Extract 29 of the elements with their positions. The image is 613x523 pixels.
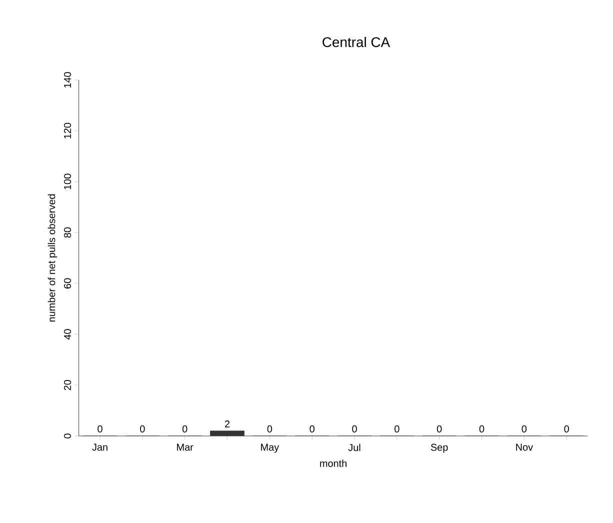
y-tick-label: 60 (64, 278, 72, 288)
x-tick-label: Jan (92, 444, 108, 451)
x-tick-label: Mar (177, 444, 194, 451)
data-label: 0 (394, 425, 400, 432)
data-label: 0 (352, 425, 357, 432)
x-tick-label: Sep (430, 444, 448, 453)
x-tick-label: Nov (516, 444, 533, 451)
chart-title: Central CA (322, 36, 390, 48)
data-label: 0 (98, 425, 102, 432)
data-label: 0 (564, 425, 569, 432)
y-tick-label: 100 (64, 174, 72, 190)
data-label: 0 (522, 425, 527, 432)
y-tick-label: 140 (64, 72, 72, 88)
data-label: 0 (267, 425, 272, 432)
data-label: 0 (310, 425, 314, 432)
y-axis-title: number of net pulls observed (48, 194, 58, 322)
x-axis-title: month (320, 460, 346, 467)
y-tick-label: 120 (64, 122, 72, 138)
data-label: 2 (224, 420, 230, 428)
data-label: 0 (140, 425, 145, 432)
y-tick-label: 0 (64, 434, 72, 438)
y-tick-label: 20 (64, 380, 72, 390)
x-tick-label: Jul (348, 444, 360, 452)
y-tick-label: 40 (64, 329, 72, 340)
data-label: 0 (182, 425, 188, 432)
x-tick-label: May (261, 444, 280, 453)
y-tick-label: 80 (64, 227, 72, 238)
data-label: 0 (436, 425, 442, 432)
data-label: 0 (479, 425, 484, 432)
